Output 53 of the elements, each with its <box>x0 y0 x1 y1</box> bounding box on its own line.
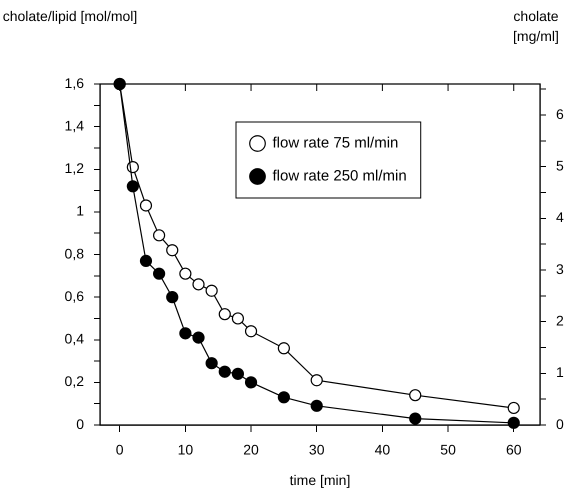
x-tick-label: 10 <box>178 441 194 458</box>
point <box>310 374 323 386</box>
text: 0,6 <box>64 288 84 304</box>
x-tick-label: 20 <box>243 441 260 458</box>
point <box>179 268 192 280</box>
y2-tick-label: 4 <box>556 209 564 226</box>
point <box>232 368 244 380</box>
text: 0,8 <box>64 245 84 262</box>
point <box>508 402 520 414</box>
point <box>153 229 166 242</box>
point <box>140 254 152 267</box>
y2-tick-label: 0 <box>556 416 564 432</box>
y2-axis-title: cholate [mg/ml] <box>512 7 560 46</box>
point <box>126 180 139 192</box>
y2-tick-label: 6 <box>556 106 564 122</box>
point <box>232 312 244 325</box>
point <box>153 268 166 280</box>
point <box>218 308 231 320</box>
point <box>310 400 323 412</box>
x-tick-label: 0 <box>116 441 124 458</box>
point <box>278 391 290 404</box>
point <box>166 291 178 304</box>
point <box>192 278 205 290</box>
point <box>278 342 290 354</box>
text: 0,4 <box>64 330 84 347</box>
point <box>206 284 218 297</box>
x-tick-label: 30 <box>308 441 325 458</box>
point <box>409 412 422 425</box>
y2-tick-label: 1 <box>556 364 564 380</box>
point <box>140 199 152 212</box>
legend-label: flow rate 250 ml/min <box>272 168 407 185</box>
point <box>244 376 258 388</box>
y-axis-title: cholate/lipid [mol/mol] <box>2 7 138 26</box>
y2-tick-label: 3 <box>556 260 564 277</box>
point <box>244 325 258 338</box>
text: 0,2 <box>64 373 84 390</box>
text: 1,2 <box>64 160 84 176</box>
y2-tick-label: 2 <box>556 312 564 329</box>
y2-tick-label: 5 <box>556 158 564 174</box>
point <box>206 357 218 370</box>
text: 1,4 <box>64 117 84 134</box>
point <box>192 332 205 344</box>
x-tick-label: 50 <box>440 441 456 458</box>
point <box>409 389 422 402</box>
text: 1,6 <box>64 74 84 91</box>
x-tick-label: 60 <box>506 441 522 458</box>
point <box>179 327 192 340</box>
point <box>166 244 178 256</box>
point <box>218 366 231 378</box>
x-tick-label: 40 <box>374 441 390 458</box>
legend-label: flow rate 75 ml/min <box>272 134 398 152</box>
point <box>508 416 520 429</box>
x-axis-title: time [min] <box>288 471 352 490</box>
